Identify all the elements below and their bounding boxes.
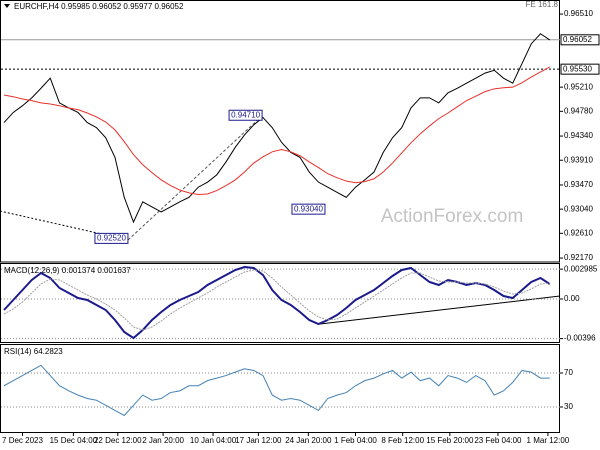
x-tick-label: 1 Feb 04:00: [334, 436, 377, 445]
x-tick-label: 2 Jan 20:00: [142, 436, 184, 445]
series-line: [3, 66, 550, 196]
y-tick-label: 0.95210: [564, 82, 593, 91]
series-line: [3, 364, 550, 417]
price-level-box: [560, 34, 600, 46]
y-tick-label: 0.94340: [564, 131, 593, 140]
y-tick-label: 0.92610: [564, 228, 593, 237]
y-tick-label: 70: [564, 368, 573, 377]
series-line: [3, 269, 550, 331]
chart-title: EURCHF,H4 0.95985 0.96052 0.95977 0.9605…: [14, 2, 184, 11]
x-tick-label: 7 Dec 2023: [2, 436, 43, 445]
x-tick-label: 17 Jan 12:00: [235, 436, 282, 445]
x-tick-label: 24 Jan 20:00: [285, 436, 332, 445]
watermark: ActionForex.com: [381, 206, 524, 227]
y-tick-label: 0.00: [564, 294, 580, 303]
y-tick-label: -0.00396: [564, 334, 596, 343]
price-level-box: [560, 63, 600, 75]
y-tick-label: 0.92170: [564, 253, 593, 262]
macd-title: MACD(12,26,9) 0.001374 0.001637: [4, 266, 131, 275]
point-label: 0.92520: [97, 233, 126, 242]
x-tick-label: 10 Jan 04:00: [190, 436, 237, 445]
x-tick-label: 23 Feb 04:00: [474, 436, 522, 445]
series-line: [3, 265, 551, 340]
macd-panel: [0, 263, 560, 343]
point-label: 0.94710: [231, 110, 260, 119]
rsi-title: RSI(14) 64.2823: [4, 347, 63, 356]
y-tick-label: 30: [564, 402, 573, 411]
y-tick-label: 0.93040: [564, 204, 593, 213]
rsi-panel: [0, 344, 560, 433]
price-level-label: 0.95530: [563, 64, 592, 73]
x-tick-label: 15 Dec 04:00: [50, 436, 98, 445]
point-label-box: [94, 232, 129, 244]
x-tick-label: 15 Feb 20:00: [426, 436, 474, 445]
point-label-box: [228, 109, 263, 121]
x-tick-label: 22 Dec 12:00: [94, 436, 142, 445]
series-line: [3, 33, 551, 224]
price-level-label: 0.96052: [563, 35, 592, 44]
menu-icon: [4, 4, 10, 8]
y-tick-label: 0.93470: [564, 180, 593, 189]
price-panel: [0, 0, 560, 263]
y-tick-label: 0.002985: [564, 264, 598, 273]
point-label-box: [291, 203, 326, 215]
y-tick-label: 0.93910: [564, 155, 593, 164]
annotation: FE 161.8: [526, 0, 559, 9]
x-tick-label: 1 Mar 12:00: [527, 436, 570, 445]
trend-line: [127, 115, 263, 241]
y-tick-label: 0.94780: [564, 106, 593, 115]
y-tick-label: 0.96510: [564, 9, 593, 18]
macd-trend-line: [319, 295, 561, 325]
point-label: 0.93040: [294, 204, 323, 213]
x-tick-label: 8 Feb 12:00: [381, 436, 424, 445]
